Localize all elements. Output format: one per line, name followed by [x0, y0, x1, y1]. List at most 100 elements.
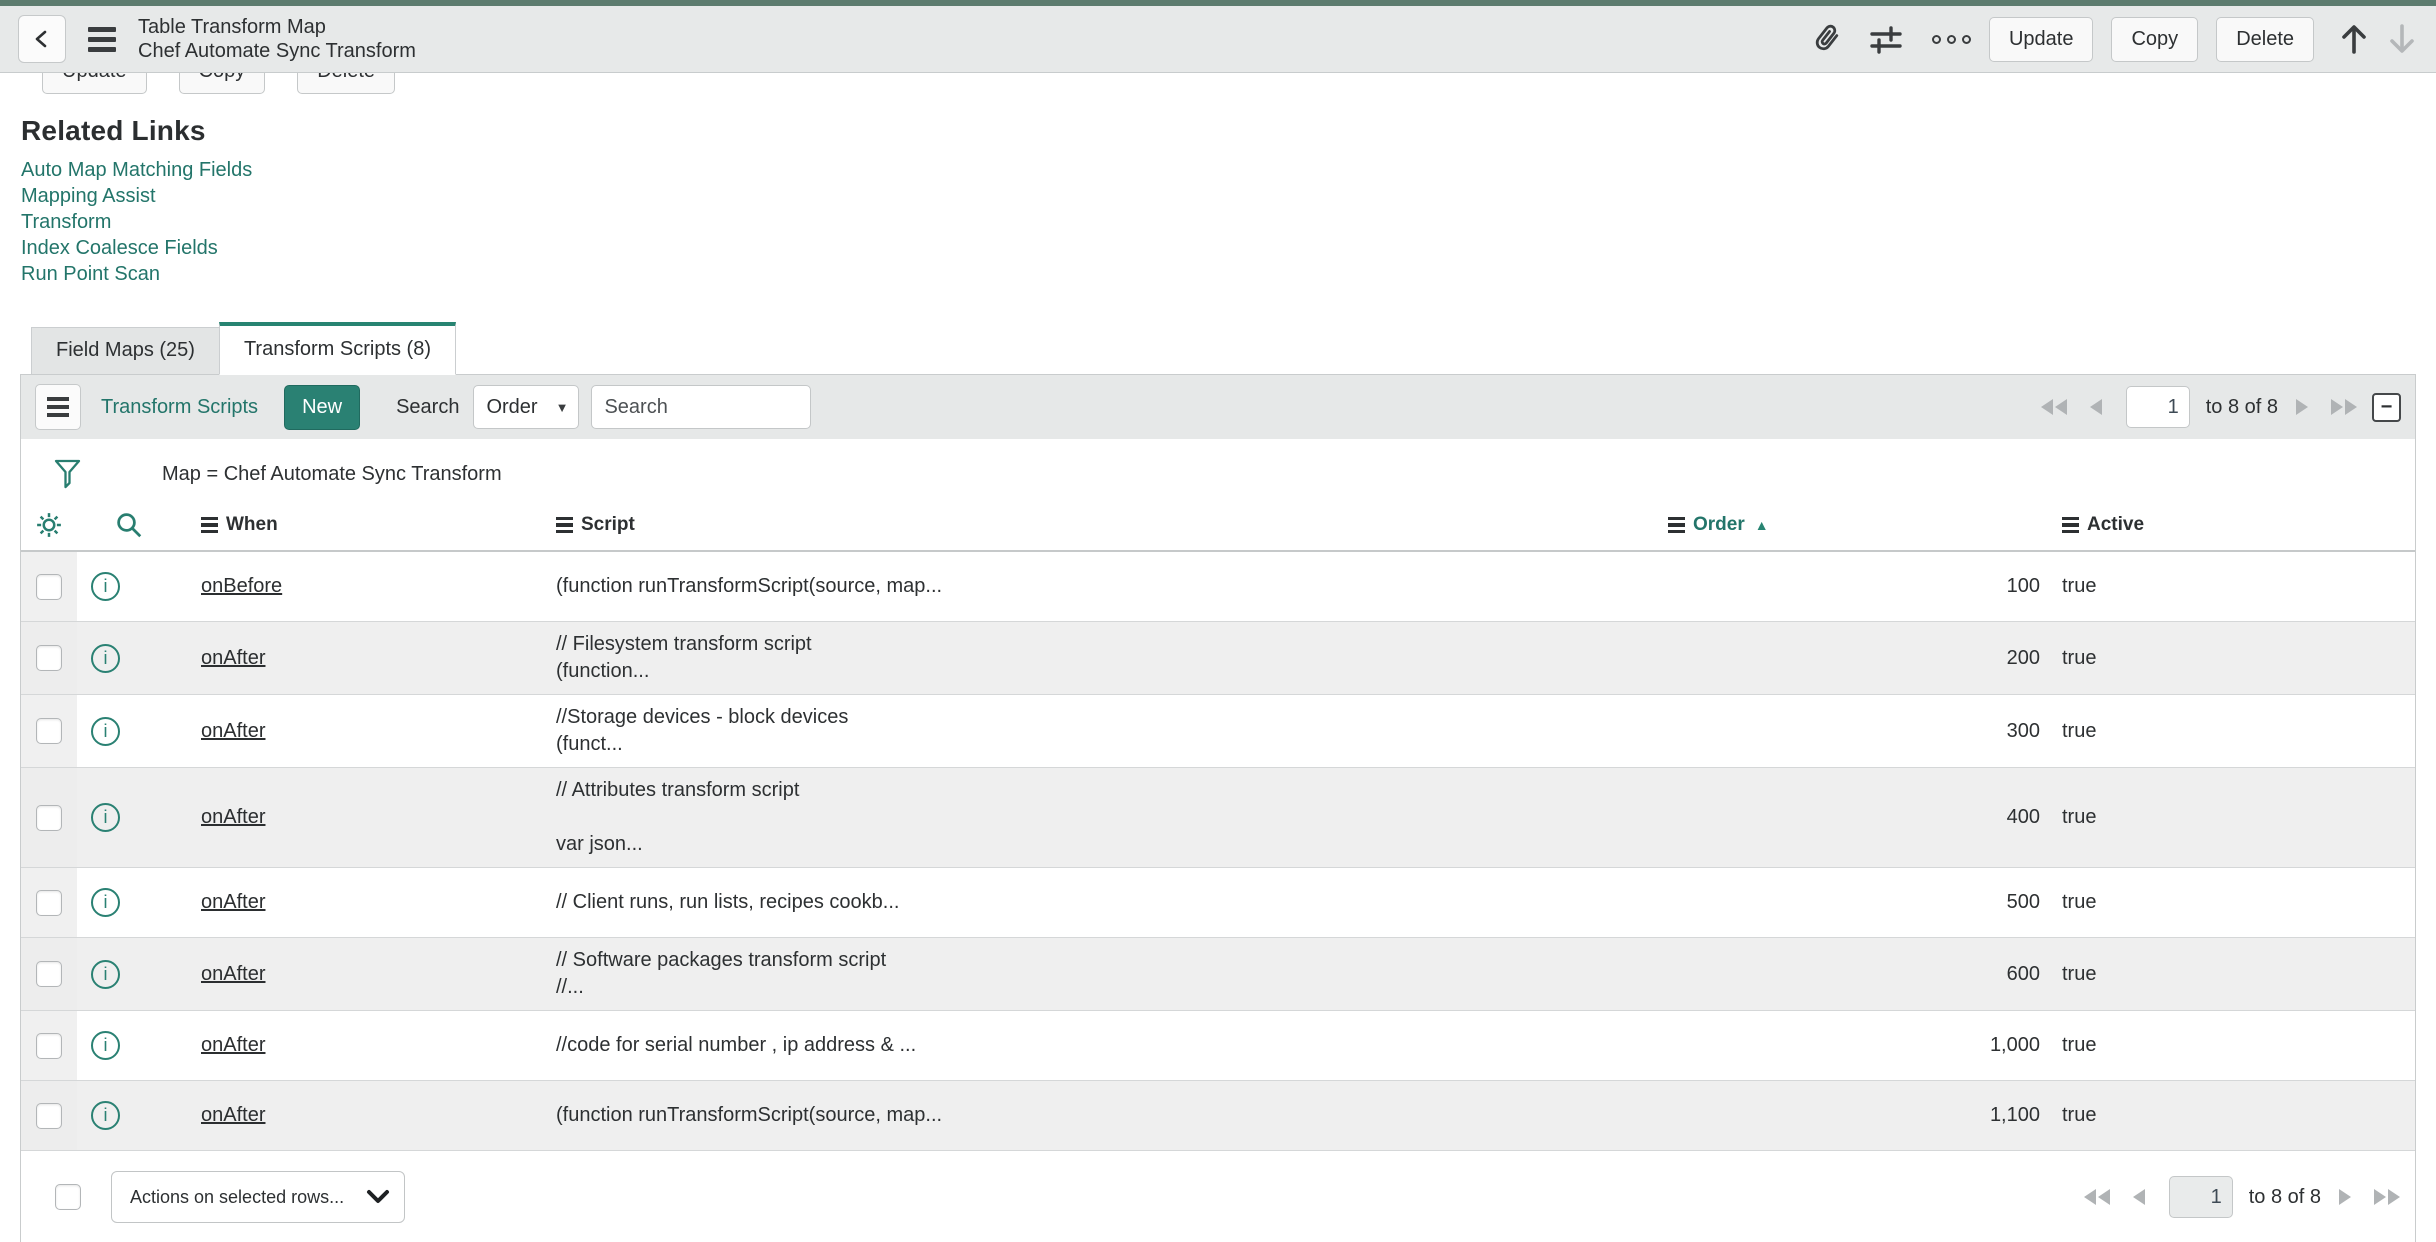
tab-transform-scripts[interactable]: Transform Scripts (8)	[218, 322, 456, 375]
related-links-heading: Related Links	[21, 115, 206, 146]
last-page-icon[interactable]	[2371, 1188, 2401, 1206]
list-search-input[interactable]	[591, 385, 812, 429]
actions-select[interactable]: Actions on selected rows...	[111, 1171, 405, 1223]
delete-button[interactable]: Delete	[2216, 16, 2314, 62]
when-link[interactable]: onBefore	[201, 575, 283, 597]
active-value: true	[2062, 806, 2097, 828]
form-update-button[interactable]: Update	[42, 73, 147, 94]
link-mapping-assist[interactable]: Mapping Assist	[21, 185, 156, 207]
tab-field-maps[interactable]: Field Maps (25)	[31, 327, 220, 375]
scroll-up-icon[interactable]	[2338, 22, 2370, 56]
link-transform[interactable]: Transform	[21, 211, 112, 233]
filter-breadcrumb[interactable]: Map = Chef Automate Sync Transform	[162, 463, 502, 485]
row-checkbox[interactable]	[36, 1032, 62, 1059]
column-menu-icon	[1668, 516, 1685, 534]
when-link[interactable]: onAfter	[201, 891, 266, 913]
funnel-icon[interactable]	[54, 459, 81, 490]
prev-page-icon[interactable]	[2088, 398, 2104, 416]
row-checkbox[interactable]	[36, 889, 62, 916]
when-link[interactable]: onAfter	[201, 719, 266, 742]
search-column-select[interactable]: Order ▼	[473, 385, 580, 429]
personalize-list-gear-icon[interactable]	[21, 510, 77, 540]
prev-page-icon[interactable]	[2131, 1188, 2147, 1206]
script-preview: // Attributes transform script var json.…	[556, 779, 800, 855]
table-row: i onAfter (function runTransformScript(s…	[21, 1081, 2415, 1151]
active-value: true	[2062, 719, 2097, 742]
copy-button[interactable]: Copy	[2111, 16, 2199, 62]
active-value: true	[2062, 575, 2097, 597]
script-preview: (function runTransformScript(source, map…	[556, 575, 943, 597]
when-link[interactable]: onAfter	[201, 1104, 266, 1126]
order-value: 200	[2006, 646, 2040, 669]
next-page-icon[interactable]	[2337, 1188, 2353, 1206]
form-buttons-clipped: Update Copy Delete	[0, 73, 2436, 99]
active-value: true	[2062, 1104, 2097, 1126]
order-value: 1,100	[1989, 1104, 2040, 1126]
page-number-input[interactable]	[2125, 386, 2190, 428]
list-filter-row: Map = Chef Automate Sync Transform	[21, 439, 2415, 502]
select-caret-icon: ▼	[555, 399, 569, 415]
table-row: i onBefore (function runTransformScript(…	[21, 552, 2415, 622]
table-label: Table Transform Map	[138, 16, 326, 38]
order-value: 600	[2006, 962, 2040, 985]
when-link[interactable]: onAfter	[201, 962, 266, 985]
column-search-icon[interactable]	[77, 510, 181, 540]
row-checkbox[interactable]	[36, 645, 62, 671]
update-button[interactable]: Update	[1988, 16, 2094, 62]
collapse-list-icon[interactable]: −	[2372, 392, 2401, 422]
table-row: i onAfter // Client runs, run lists, rec…	[21, 868, 2415, 938]
row-checkbox[interactable]	[36, 961, 62, 987]
column-header-order[interactable]: Order ▲	[1660, 514, 2050, 536]
form-delete-button[interactable]: Delete	[297, 73, 396, 94]
first-page-icon[interactable]	[2083, 1188, 2113, 1206]
form-copy-button[interactable]: Copy	[178, 73, 266, 94]
scroll-down-icon[interactable]	[2386, 22, 2418, 56]
search-label: Search	[396, 395, 460, 418]
script-preview: // Filesystem transform script (function…	[556, 633, 812, 682]
link-run-point-scan[interactable]: Run Point Scan	[21, 263, 160, 285]
info-icon[interactable]: i	[91, 572, 120, 601]
script-preview: // Client runs, run lists, recipes cookb…	[556, 891, 900, 913]
list-menu-button[interactable]	[35, 384, 81, 430]
info-icon[interactable]: i	[91, 803, 120, 832]
last-page-icon[interactable]	[2328, 398, 2358, 416]
info-icon[interactable]: i	[91, 1101, 120, 1130]
back-button[interactable]	[18, 15, 66, 63]
column-menu-icon	[201, 516, 218, 534]
row-checkbox[interactable]	[36, 804, 62, 831]
next-page-icon[interactable]	[2294, 398, 2310, 416]
info-icon[interactable]: i	[91, 1031, 120, 1060]
info-icon[interactable]: i	[91, 716, 120, 746]
first-page-icon[interactable]	[2040, 398, 2070, 416]
when-link[interactable]: onAfter	[201, 1034, 266, 1056]
active-value: true	[2062, 891, 2097, 913]
link-auto-map-matching-fields[interactable]: Auto Map Matching Fields	[21, 159, 253, 181]
new-button[interactable]: New	[284, 384, 361, 430]
more-options-icon[interactable]	[1931, 34, 1971, 44]
info-icon[interactable]: i	[91, 888, 120, 917]
active-value: true	[2062, 646, 2097, 669]
info-icon[interactable]: i	[91, 643, 120, 673]
actions-select-value: Actions on selected rows...	[130, 1186, 345, 1207]
row-checkbox[interactable]	[36, 573, 62, 600]
link-index-coalesce-fields[interactable]: Index Coalesce Fields	[21, 237, 218, 259]
paperclip-icon[interactable]	[1805, 16, 1850, 61]
row-checkbox[interactable]	[36, 1102, 62, 1129]
when-link[interactable]: onAfter	[201, 806, 266, 828]
active-value: true	[2062, 1034, 2097, 1056]
table-header-row: When Script Order ▲ Active	[21, 502, 2415, 552]
when-link[interactable]: onAfter	[201, 646, 266, 669]
column-header-script[interactable]: Script	[556, 514, 1660, 536]
chevron-left-icon	[31, 28, 53, 50]
row-checkbox[interactable]	[36, 718, 62, 744]
column-header-active[interactable]: Active	[2050, 514, 2415, 536]
sliders-icon[interactable]	[1868, 23, 1904, 55]
context-menu-icon[interactable]	[88, 26, 116, 52]
select-all-checkbox[interactable]	[55, 1184, 81, 1210]
page-number-input[interactable]	[2168, 1176, 2233, 1218]
info-icon[interactable]: i	[91, 959, 120, 989]
table-row: i onAfter // Filesystem transform script…	[21, 622, 2415, 695]
table-row: i onAfter //Storage devices - block devi…	[21, 695, 2415, 768]
order-value: 400	[2006, 806, 2040, 828]
column-header-when[interactable]: When	[181, 514, 556, 536]
